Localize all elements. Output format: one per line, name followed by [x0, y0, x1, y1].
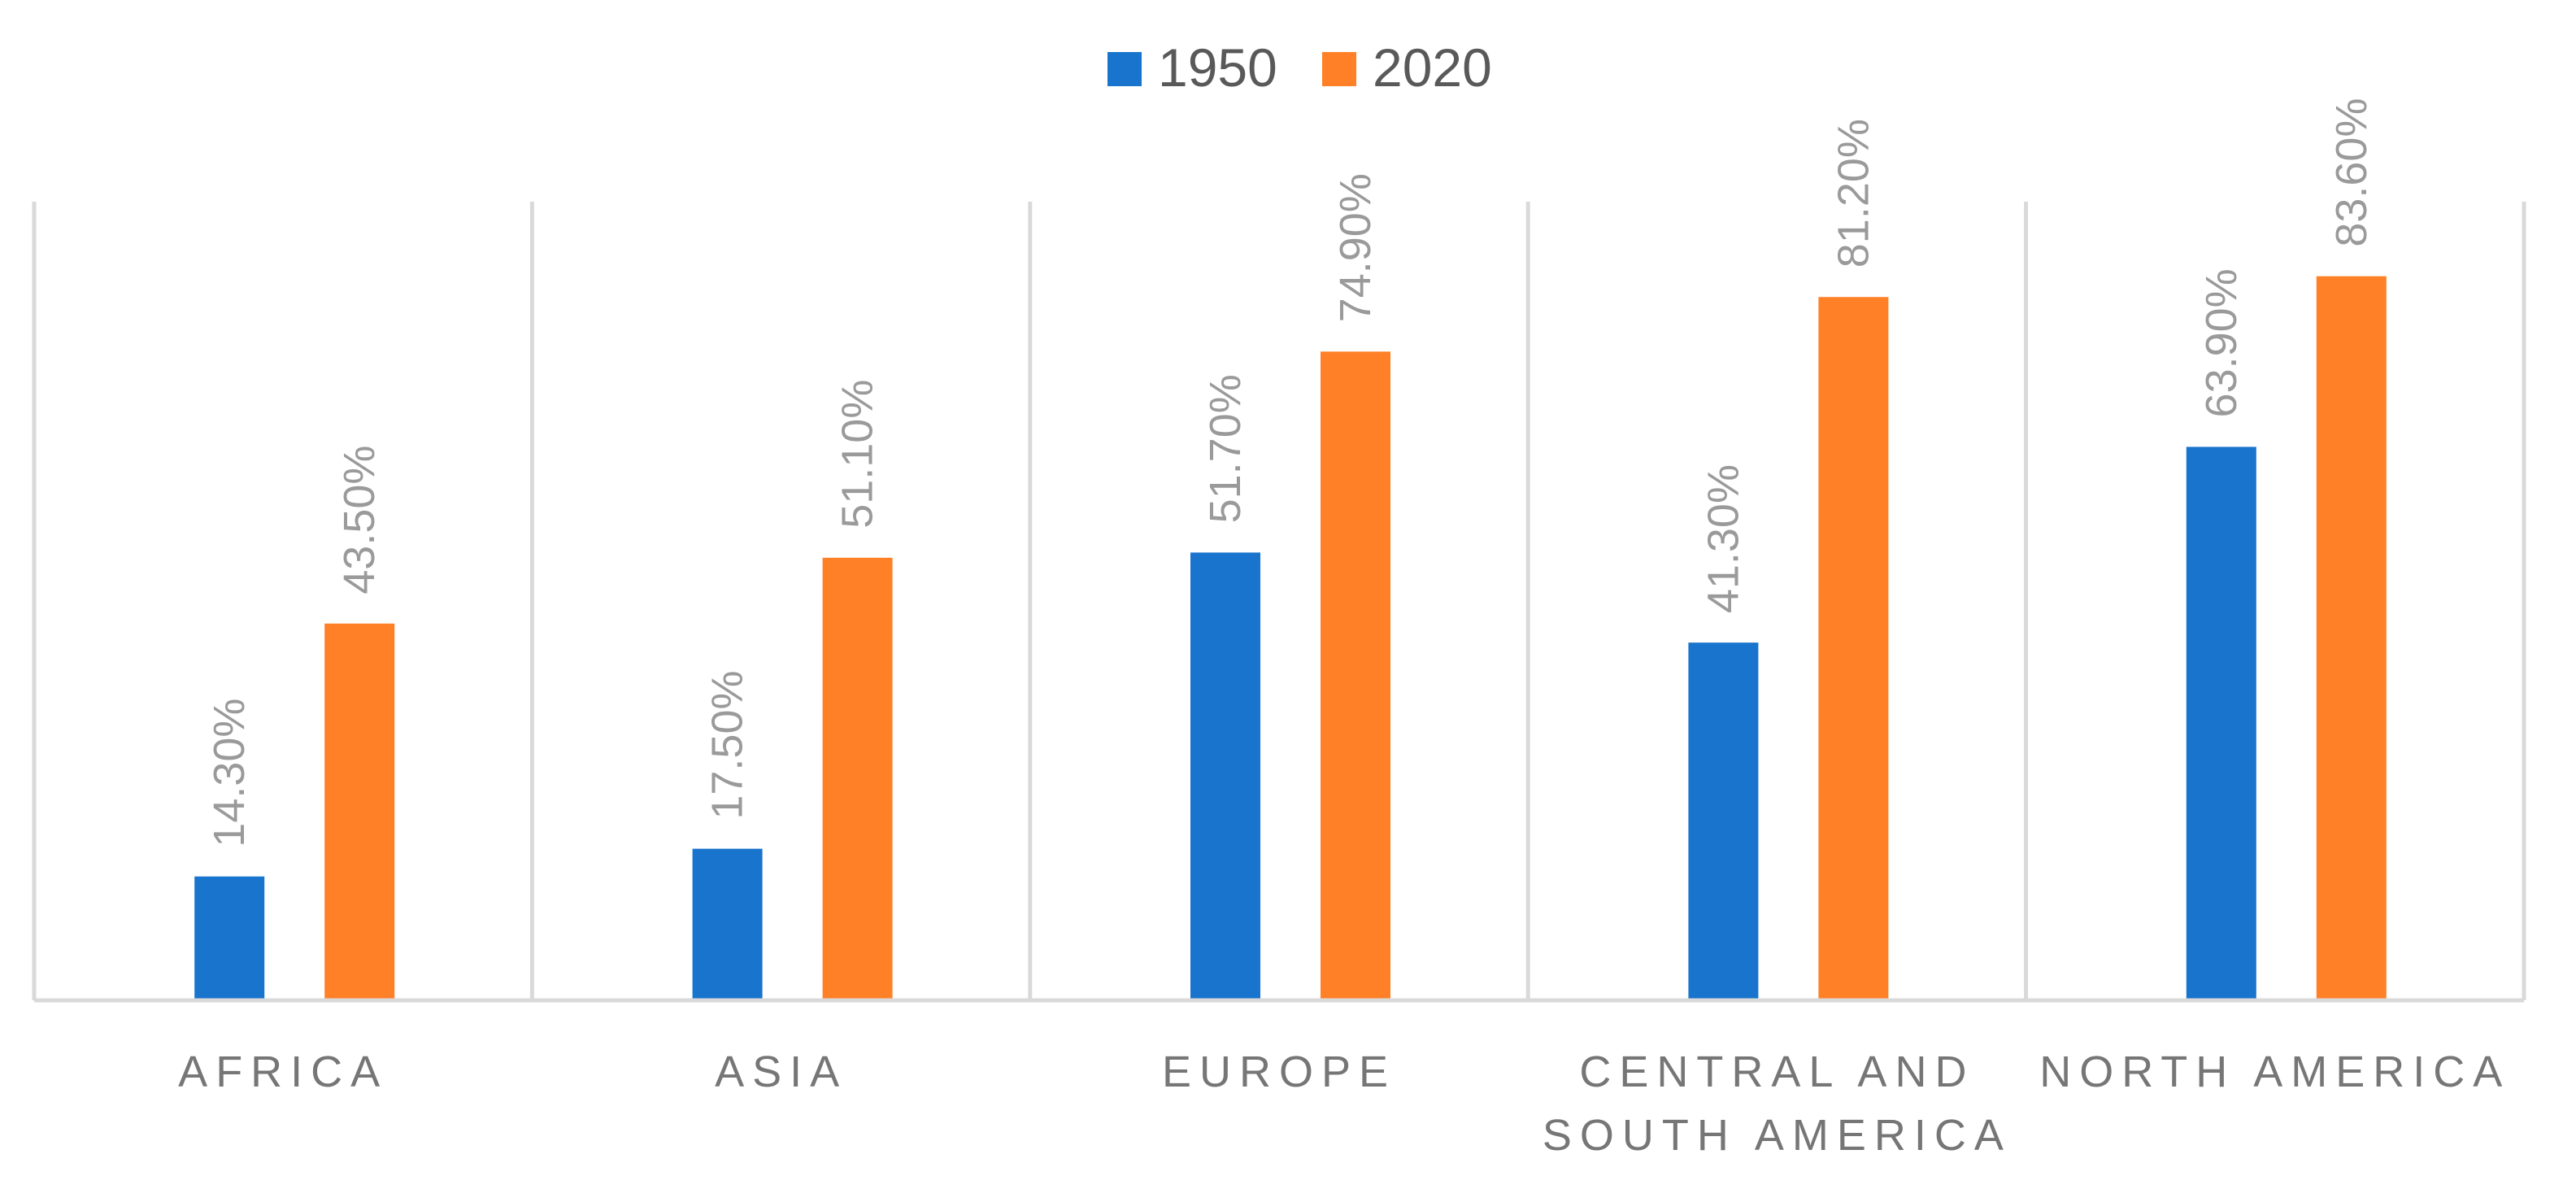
data-label: 43.50%: [335, 446, 384, 594]
bar-1950-africa: [194, 876, 265, 1000]
data-label: 74.90%: [1331, 173, 1380, 322]
chart-legend: 1950 2020: [1107, 37, 1492, 98]
legend-swatch-1950: [1107, 52, 1142, 86]
data-label: 51.70%: [1201, 374, 1250, 523]
data-label: 14.30%: [205, 699, 254, 847]
data-label: 17.50%: [703, 670, 752, 819]
bar-2020-north-america: [2316, 276, 2387, 1000]
category-label: ASIA: [715, 1047, 847, 1096]
data-label: 51.10%: [833, 380, 882, 529]
legend-label-2020: 2020: [1373, 37, 1492, 98]
bar-1950-north-america: [2186, 446, 2256, 1000]
category-label: AFRICA: [178, 1047, 388, 1096]
legend-swatch-2020: [1322, 52, 1356, 86]
category-label: NORTH AMERICA: [2039, 1047, 2510, 1096]
bar-1950-central-and-south-america: [1688, 642, 1759, 1000]
data-label: 63.90%: [2197, 268, 2246, 417]
bar-2020-africa: [324, 623, 395, 1000]
data-label: 83.60%: [2327, 98, 2376, 247]
data-label: 81.20%: [1829, 119, 1878, 268]
legend-label-1950: 1950: [1158, 37, 1277, 98]
category-label: SOUTH AMERICA: [1543, 1111, 2012, 1160]
category-label: EUROPE: [1162, 1047, 1396, 1096]
bar-2020-central-and-south-america: [1818, 297, 1889, 1001]
category-label: CENTRAL AND: [1579, 1047, 1974, 1096]
bar-2020-asia: [822, 557, 893, 1000]
plot-area: 14.30% 43.50% 17.50% 51.10% 51.70% 74.90% 41.3…: [32, 98, 2526, 1160]
bar-2020-europe: [1321, 351, 1390, 1000]
bar-1950-europe: [1190, 552, 1260, 1000]
bar-1950-asia: [692, 848, 763, 1000]
data-label: 41.30%: [1699, 464, 1747, 613]
